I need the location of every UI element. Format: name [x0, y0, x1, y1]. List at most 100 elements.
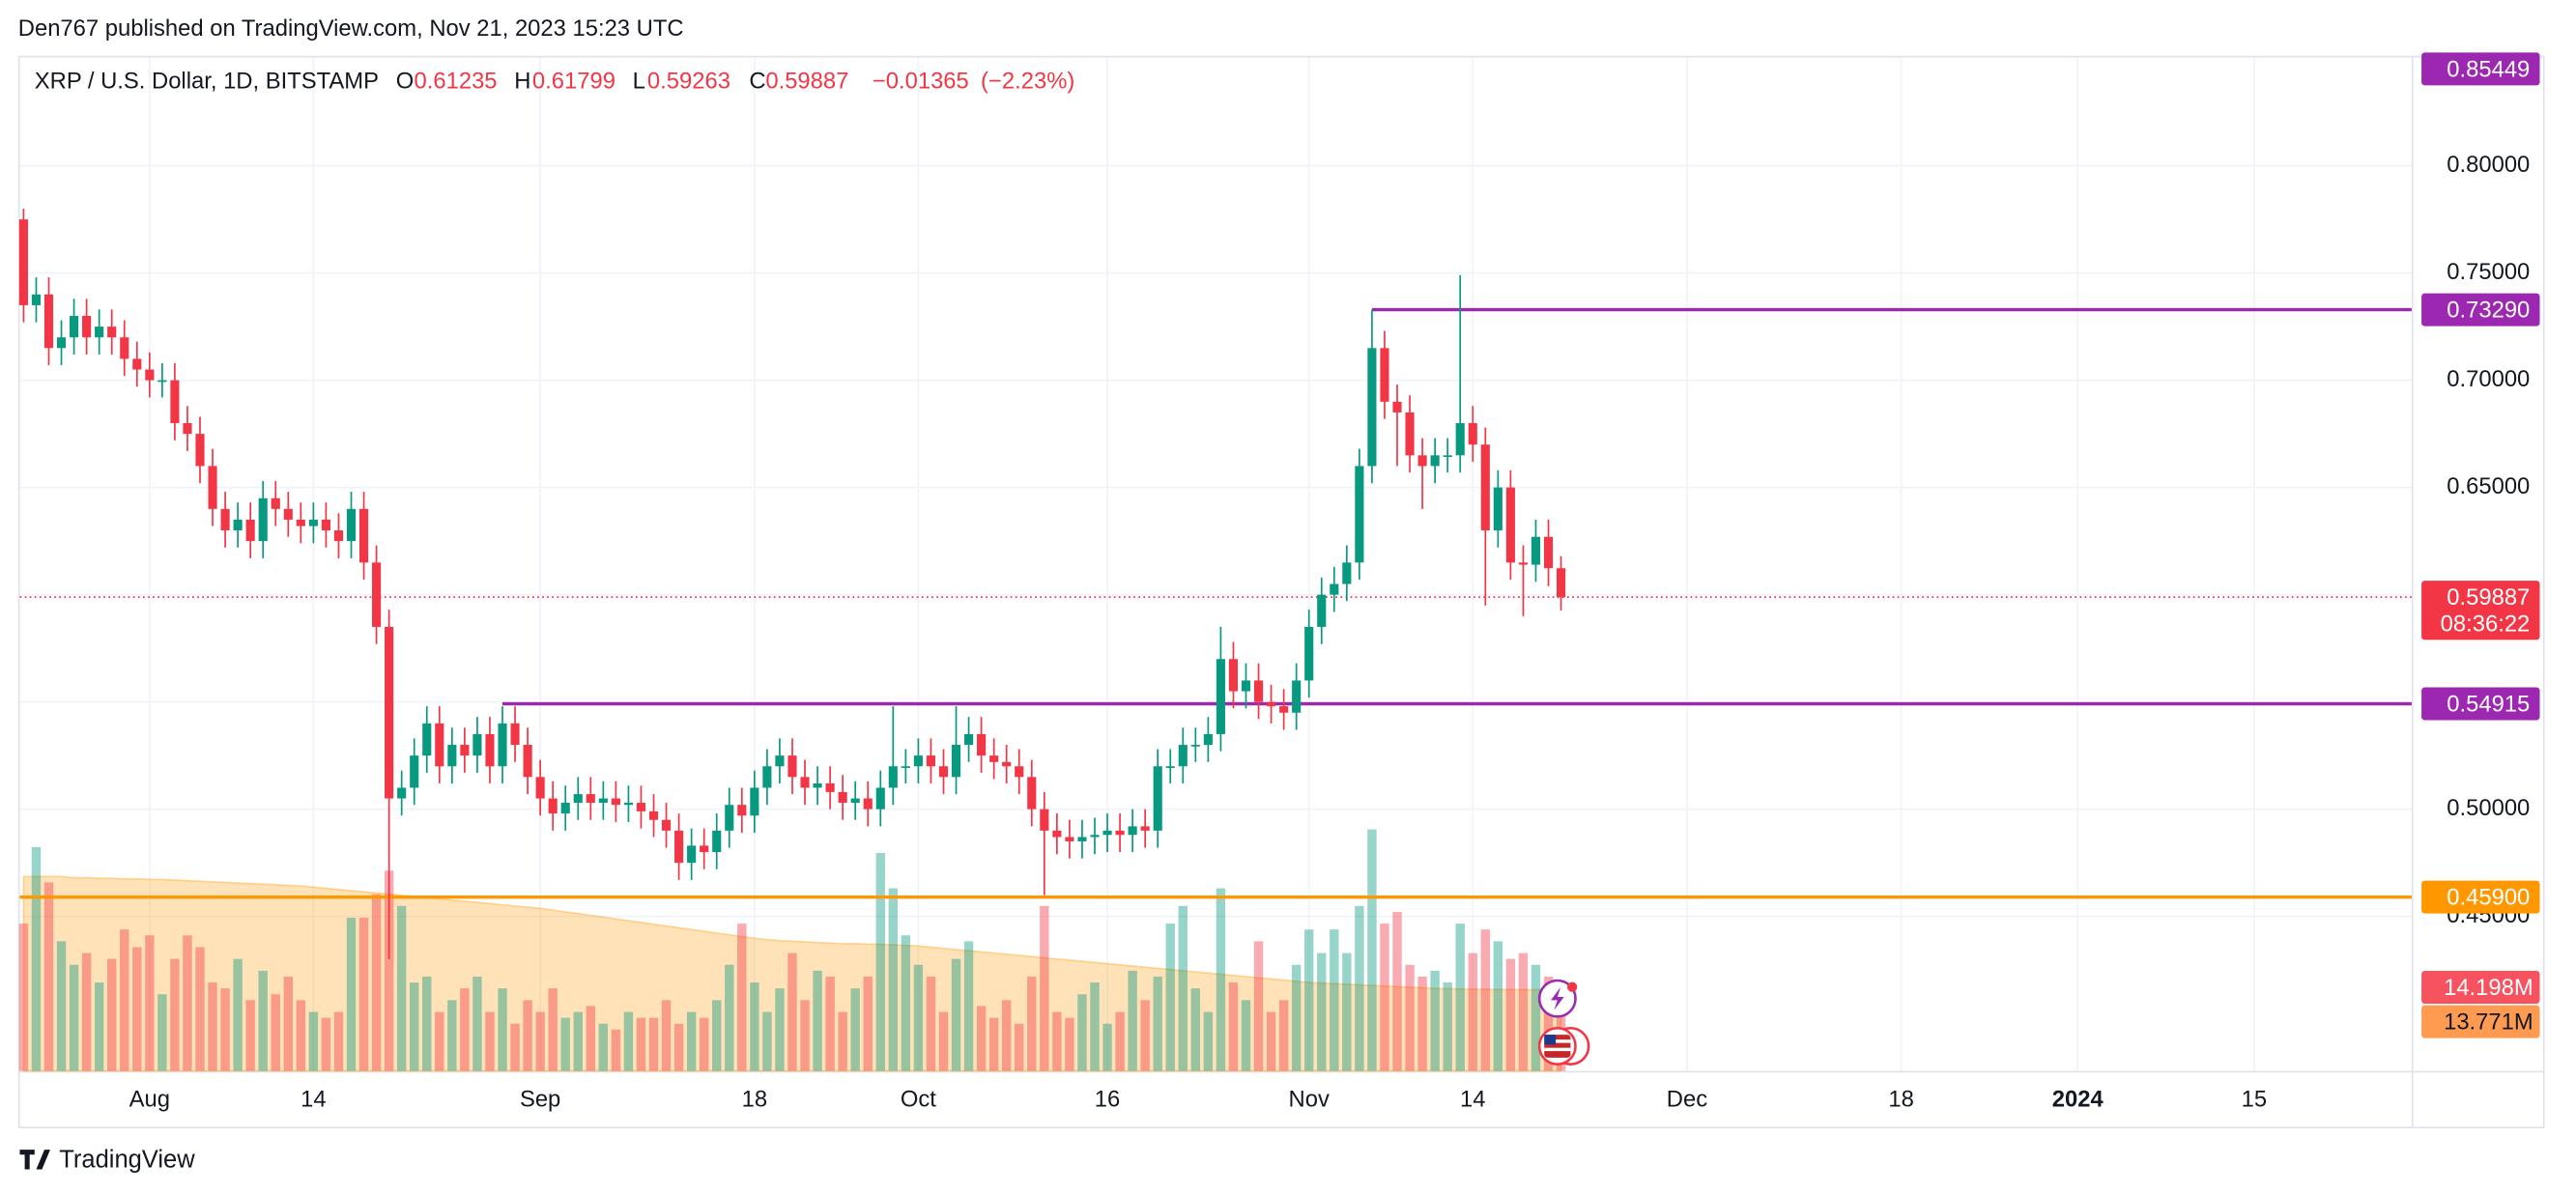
- volume-bar: [1001, 1000, 1012, 1071]
- candle-body: [1203, 733, 1213, 746]
- volume-bar: [18, 924, 29, 1071]
- volume-bar: [1278, 1000, 1289, 1071]
- candle-body: [1405, 412, 1415, 456]
- candle-body: [888, 766, 898, 788]
- volume-bar: [1380, 924, 1389, 1071]
- volume-bar: [1065, 1017, 1074, 1071]
- volume-bar: [712, 1000, 722, 1071]
- candle-body: [838, 791, 847, 803]
- volume-bar: [296, 1000, 306, 1071]
- volume-ma-label: 13.771M: [2444, 1009, 2533, 1036]
- candle-body: [548, 798, 558, 814]
- volume-bar: [938, 1011, 949, 1071]
- x-tick-label: 14: [301, 1086, 326, 1112]
- volume-bar: [56, 941, 67, 1071]
- candle-body: [372, 562, 382, 627]
- candle-body: [157, 380, 167, 383]
- candle-body: [498, 723, 507, 767]
- volume-bar: [283, 976, 293, 1071]
- y-tick-label: 0.80000: [2447, 152, 2530, 178]
- volume-bar: [1228, 982, 1239, 1071]
- candle-body: [472, 733, 482, 756]
- volume-bar: [988, 1017, 999, 1071]
- volume-bar: [1317, 952, 1327, 1071]
- legend-letter: L: [633, 68, 645, 94]
- volume-bar: [472, 976, 482, 1071]
- level-label-box: [2421, 52, 2540, 86]
- candle-body: [145, 369, 155, 381]
- candle-body: [863, 798, 873, 810]
- flag-stripe: [1544, 1047, 1571, 1052]
- candle-body: [195, 434, 205, 467]
- volume-bar: [863, 976, 873, 1071]
- volume-bar: [1543, 976, 1554, 1071]
- event-icon-glyph: [1551, 986, 1564, 1010]
- candle-body: [687, 845, 697, 864]
- x-tick-label: 2024: [2052, 1086, 2104, 1112]
- candle-body: [233, 519, 243, 531]
- volume-bar: [308, 1011, 319, 1071]
- volume-label-box: [2421, 970, 2540, 1004]
- volume-bar: [498, 988, 507, 1071]
- volume-bar: [1077, 994, 1087, 1071]
- volume-bar: [611, 1029, 621, 1071]
- candle-body: [1556, 568, 1566, 598]
- volume-bar: [321, 1017, 331, 1071]
- candle-body: [245, 519, 255, 542]
- y-tick-label: 0.75000: [2447, 259, 2530, 285]
- candle-body: [321, 519, 330, 531]
- volume-ma-label-box: [2421, 1005, 2540, 1038]
- candle-body: [1140, 826, 1150, 831]
- candle-body: [208, 466, 217, 509]
- candle-body: [1330, 583, 1339, 595]
- volume-bar: [1090, 982, 1100, 1071]
- volume-bar: [686, 1011, 697, 1071]
- candle-body: [120, 337, 129, 359]
- y-tick-label: 0.50000: [2447, 795, 2530, 821]
- candle-body: [1355, 466, 1364, 563]
- candle-body: [132, 358, 142, 370]
- candle-body: [1367, 348, 1377, 467]
- volume-bar: [560, 1017, 570, 1071]
- volume-bar: [1253, 941, 1264, 1071]
- volume-ma-area: [22, 875, 1562, 1072]
- last-price-label: 0.59887: [2447, 584, 2530, 611]
- volume-bar: [120, 929, 129, 1071]
- candle-body: [397, 787, 407, 799]
- volume-bar: [1480, 929, 1490, 1071]
- y-tick-label: 0.70000: [2447, 366, 2530, 392]
- volume-bar: [1140, 1000, 1150, 1071]
- volume-bar: [963, 941, 974, 1071]
- candle-body: [1027, 777, 1037, 810]
- volume-bar: [535, 1011, 545, 1071]
- candle-body: [333, 530, 344, 542]
- flag-canton: [1544, 1035, 1557, 1045]
- volume-bar: [800, 1000, 810, 1071]
- candle-body: [18, 219, 28, 305]
- candle-body: [1304, 626, 1314, 681]
- event-dot: [1567, 981, 1578, 992]
- candle-body: [989, 755, 999, 762]
- volume-bar: [573, 1011, 583, 1071]
- candle-body: [1216, 659, 1225, 734]
- candle-body: [1493, 487, 1503, 531]
- volume-bar: [485, 1011, 495, 1071]
- y-tick-label: 0.65000: [2447, 473, 2530, 499]
- x-tick-label: 16: [1095, 1086, 1120, 1112]
- volume-bar: [875, 852, 885, 1071]
- volume-bar: [510, 1023, 520, 1071]
- volume-bar: [1518, 952, 1529, 1071]
- volume-bar: [1102, 1023, 1112, 1071]
- candle-body: [1392, 401, 1402, 412]
- candle-body: [510, 723, 520, 746]
- volume-bar: [1355, 905, 1364, 1071]
- volume-bar: [787, 952, 797, 1071]
- volume-bar: [725, 964, 734, 1071]
- volume-bar: [258, 970, 268, 1071]
- volume-bar: [447, 1000, 457, 1071]
- candle-body: [447, 745, 457, 767]
- flag-stripe: [1544, 1039, 1571, 1043]
- candle-body: [1065, 837, 1074, 841]
- volume-bar: [813, 970, 822, 1071]
